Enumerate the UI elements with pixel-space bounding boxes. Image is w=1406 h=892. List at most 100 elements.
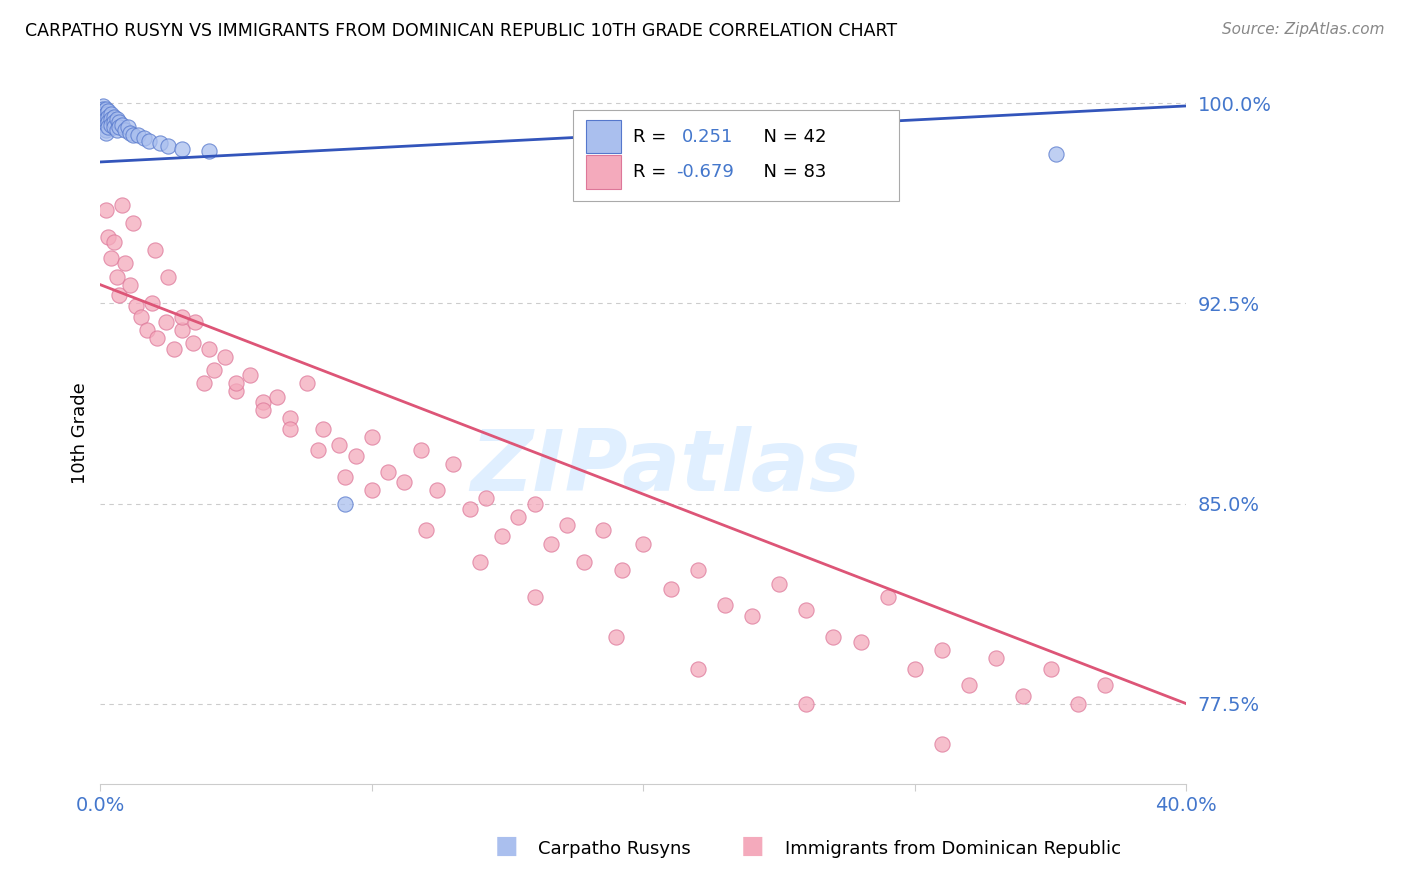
Point [931,737,953,751]
Point [1067,697,1090,711]
Point [120,126,142,140]
Text: Source: ZipAtlas.com: Source: ZipAtlas.com [1222,22,1385,37]
Point [475,491,498,506]
Point [103,115,125,129]
Text: N = 42: N = 42 [752,128,827,145]
Point [97,110,120,124]
Point [97,115,120,129]
Point [198,145,221,159]
Point [307,443,329,458]
Point [508,509,530,524]
Point [103,235,125,249]
Point [91,118,114,132]
Point [135,323,157,337]
Point [957,678,980,692]
Point [132,131,155,145]
Point [114,123,136,137]
Point [91,104,114,119]
Point [876,590,898,604]
Point [94,107,117,121]
Point [409,443,432,458]
Point [108,120,131,135]
Point [1045,147,1067,161]
Point [170,142,193,156]
Point [491,528,513,542]
Point [1094,678,1116,692]
Point [97,120,120,135]
Point [94,112,117,127]
Text: CARPATHO RUSYN VS IMMIGRANTS FROM DOMINICAN REPUBLIC 10TH GRADE CORRELATION CHAR: CARPATHO RUSYN VS IMMIGRANTS FROM DOMINI… [25,22,897,40]
FancyBboxPatch shape [572,110,898,202]
Text: -0.679: -0.679 [676,162,734,181]
Point [239,368,262,383]
Point [149,136,172,151]
Point [572,555,595,569]
Bar [586,155,620,188]
Point [97,104,120,119]
Point [157,269,180,284]
Point [103,120,125,135]
Point [344,449,367,463]
Point [328,438,350,452]
Text: ■: ■ [741,834,763,858]
Point [100,118,122,132]
Point [557,517,579,532]
Point [193,376,215,391]
Point [686,563,709,577]
Point [114,256,136,270]
Point [768,576,790,591]
Point [122,128,145,143]
Point [91,107,114,121]
Point [100,251,122,265]
Point [94,118,117,132]
Point [141,296,163,310]
Point [904,662,927,676]
Point [252,395,274,409]
Point [108,115,131,129]
Point [214,350,236,364]
Point [127,128,149,143]
Point [470,555,492,569]
Point [986,651,1008,665]
Point [523,590,546,604]
Point [1012,689,1035,703]
Point [170,310,193,324]
Point [592,523,614,537]
Text: 0.251: 0.251 [682,128,733,145]
Point [794,697,817,711]
Text: ■: ■ [495,834,517,858]
Point [741,608,763,623]
Point [523,497,546,511]
Point [103,110,125,124]
Point [91,112,114,127]
Point [100,107,122,121]
Point [108,288,131,302]
Point [111,118,134,132]
Point [91,102,114,116]
Point [184,315,207,329]
Point [111,197,134,211]
Y-axis label: 10th Grade: 10th Grade [72,382,89,483]
Point [94,126,117,140]
Point [105,123,128,137]
Point [170,323,193,337]
Point [360,430,382,444]
Point [714,598,737,612]
Text: R =: R = [633,128,678,145]
Point [91,115,114,129]
Point [225,376,247,391]
Point [426,483,449,498]
Point [198,342,221,356]
Point [97,229,120,244]
Point [100,112,122,127]
Point [540,536,562,550]
Point [157,139,180,153]
Point [686,662,709,676]
Text: ZIPatlas: ZIPatlas [470,426,860,509]
Point [155,315,177,329]
Point [794,603,817,617]
Point [280,411,302,425]
Point [91,99,114,113]
Point [120,277,142,292]
Point [181,336,204,351]
